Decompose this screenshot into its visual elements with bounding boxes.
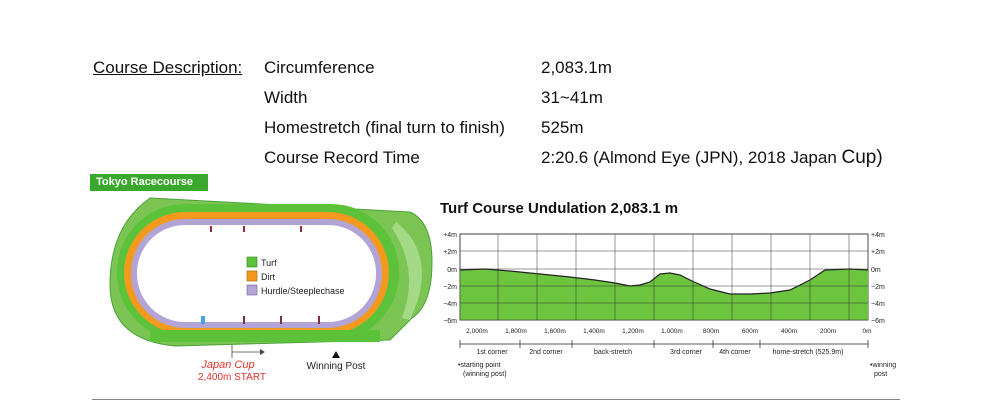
x-tick: 600m <box>742 328 758 335</box>
y-tick-left: +2m <box>443 249 457 256</box>
terrain-outline <box>459 268 869 295</box>
section-label: 2nd corner <box>529 349 563 356</box>
horizontal-gridlines <box>460 233 868 321</box>
racecourse-title: Tokyo Racecourse <box>90 174 208 191</box>
legend-dirt-label: Dirt <box>261 272 275 282</box>
y-tick-right: +4m <box>871 232 885 239</box>
winning-post-label: Winning Post <box>307 361 366 372</box>
legend-turf-label: Turf <box>261 258 277 268</box>
japan-cup-label: Japan Cup <box>200 359 254 371</box>
fence-mark <box>318 316 320 324</box>
fence-mark <box>210 226 212 232</box>
y-tick-left: −2m <box>443 284 457 291</box>
y-tick-left: −4m <box>443 301 457 308</box>
starting-point-note: •starting point <box>458 362 501 369</box>
start-chute <box>150 330 380 342</box>
legend-hurdle-swatch <box>246 284 258 296</box>
japan-cup-arrowhead <box>260 349 265 355</box>
circumference-value: 2,083.1m <box>541 58 612 77</box>
starting-point-note-sub: (winning post) <box>463 371 507 378</box>
fence-mark <box>243 226 245 232</box>
record-time-value: 2:20.6 (Almond Eye (JPN), 2018 Japan Cup… <box>541 147 883 169</box>
terrain-fill <box>460 269 868 320</box>
x-tick: 400m <box>781 328 797 335</box>
section-label: home-stretch (525.9m) <box>773 349 844 356</box>
y-tick-left: +4m <box>443 232 457 239</box>
x-tick: 2,000m <box>466 328 488 335</box>
hurdle-marker <box>201 316 205 324</box>
y-tick-right: +2m <box>871 249 885 256</box>
x-tick: 1,000m <box>661 328 683 335</box>
section-label: 4th corner <box>719 349 751 356</box>
x-tick: 800m <box>703 328 719 335</box>
x-tick: 1,400m <box>583 328 605 335</box>
y-tick-right: −4m <box>871 301 885 308</box>
y-tick-left: 0m <box>447 267 457 274</box>
homestretch-value: 525m <box>541 118 584 137</box>
section-label: 1st corner <box>476 349 508 356</box>
y-tick-left: −6m <box>443 318 457 325</box>
record-time-value-tail: Cup) <box>841 147 883 168</box>
undulation-chart: Turf Course Undulation 2,083.1 m +4m +2m… <box>440 200 896 378</box>
fence-mark <box>300 226 302 232</box>
record-time-value-main: 2:20.6 (Almond Eye (JPN), 2018 Japan <box>541 148 842 167</box>
y-tick-right: 0m <box>871 267 881 274</box>
x-tick: 1,800m <box>505 328 527 335</box>
fence-mark <box>280 316 282 324</box>
undulation-title: Turf Course Undulation 2,083.1 m <box>440 200 678 217</box>
width-label: Width <box>264 88 308 107</box>
legend-dirt-swatch <box>246 270 258 282</box>
record-time-label: Course Record Time <box>264 148 420 167</box>
bottom-divider <box>92 399 900 400</box>
section-label: back-stretch <box>594 349 632 356</box>
homestretch-label: Homestretch (final turn to finish) <box>264 118 505 137</box>
winning-post-note: •winning <box>870 362 896 369</box>
y-tick-right: −2m <box>871 284 885 291</box>
legend-turf-swatch <box>246 256 258 268</box>
x-tick: 0m <box>862 328 871 335</box>
fence-mark <box>243 316 245 324</box>
width-value: 31~41m <box>541 88 603 107</box>
japan-cup-start-label: 2,400m START <box>198 372 266 383</box>
x-tick: 200m <box>820 328 836 335</box>
winning-post-note-sub: post <box>874 371 887 378</box>
winning-post-marker <box>332 351 340 358</box>
x-tick: 1,200m <box>622 328 644 335</box>
course-description-label: Course Description: <box>93 58 243 77</box>
right-chute <box>392 222 422 320</box>
circumference-label: Circumference <box>264 58 375 77</box>
legend-hurdle-label: Hurdle/Steeplechase <box>261 286 345 296</box>
vertical-gridlines <box>459 234 850 320</box>
section-dividers <box>459 340 869 348</box>
section-label: 3rd corner <box>670 349 703 356</box>
y-tick-right: −6m <box>871 318 885 325</box>
x-tick: 1,600m <box>544 328 566 335</box>
racecourse-map: Turf Dirt Hurdle/Steeplechase Japan Cup … <box>109 197 433 383</box>
